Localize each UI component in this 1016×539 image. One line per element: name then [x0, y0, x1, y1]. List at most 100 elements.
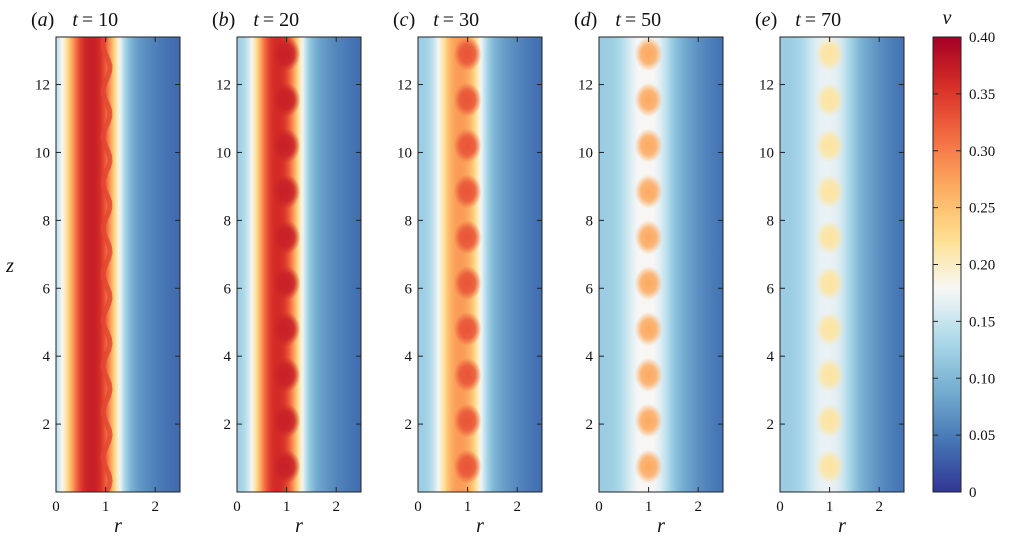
panel-title: (a) t = 10 — [31, 9, 118, 31]
r-axis-label: r — [476, 515, 484, 537]
y-tick-label: 4 — [767, 349, 775, 365]
r-axis-label: r — [114, 515, 122, 537]
blob-5 — [453, 220, 482, 255]
r-axis-label: r — [657, 515, 665, 537]
panel-frame — [417, 36, 543, 493]
blob-7 — [815, 128, 844, 163]
y-tick-label: 12 — [759, 78, 774, 94]
x-tick-label: 0 — [776, 499, 784, 515]
y-tick-label: 2 — [586, 417, 594, 433]
blob-1 — [815, 403, 844, 438]
heatmap-field — [599, 37, 723, 492]
blob-1 — [272, 403, 301, 438]
y-tick-label: 8 — [224, 213, 232, 229]
y-tick-label: 10 — [397, 145, 412, 161]
blob-6 — [453, 174, 482, 209]
z-axis-label: z — [5, 255, 14, 277]
colorbar-tick-label: 0.10 — [969, 371, 995, 387]
blob-8 — [815, 82, 844, 117]
x-tick-label: 2 — [151, 499, 159, 515]
colorbar-tick-label: 0.25 — [969, 201, 995, 217]
blob-6 — [815, 174, 844, 209]
panel-frame — [236, 36, 362, 493]
blob-3 — [815, 312, 844, 346]
blob-7 — [272, 128, 301, 163]
heatmap-field — [237, 37, 361, 492]
blob-5 — [815, 220, 844, 255]
blob-6 — [634, 174, 663, 209]
blob-9 — [272, 37, 301, 71]
x-tick-label: 0 — [595, 499, 603, 515]
y-tick-label: 12 — [216, 78, 231, 94]
blob-4 — [815, 266, 844, 301]
blob-1 — [634, 403, 663, 438]
blob-2 — [453, 357, 482, 392]
blob-2 — [634, 357, 663, 392]
x-tick-label: 1 — [283, 499, 291, 515]
y-tick-label: 6 — [767, 281, 775, 297]
y-tick-label: 2 — [43, 417, 51, 433]
y-tick-label: 4 — [586, 349, 594, 365]
x-tick-label: 1 — [102, 499, 110, 515]
blob-5 — [634, 220, 663, 255]
y-tick-label: 10 — [578, 145, 593, 161]
y-tick-label: 8 — [586, 213, 594, 229]
x-tick-label: 1 — [645, 499, 653, 515]
y-tick-label: 2 — [767, 417, 775, 433]
y-tick-label: 2 — [224, 417, 232, 433]
x-tick-label: 2 — [694, 499, 702, 515]
y-tick-label: 6 — [405, 281, 413, 297]
colorbar-tick-label: 0 — [969, 485, 977, 501]
colorbar-tick-label: 0.35 — [969, 87, 995, 103]
x-tick-label: 1 — [464, 499, 472, 515]
colorbar-tick-label: 0.40 — [969, 30, 995, 46]
blob-5 — [272, 220, 301, 255]
blob-8 — [272, 82, 301, 117]
blob-2 — [272, 357, 301, 392]
panel-title: (e) t = 70 — [755, 9, 841, 31]
blob-8 — [453, 82, 482, 117]
panel-title: (c) t = 30 — [393, 9, 479, 31]
blob-7 — [453, 128, 482, 163]
y-tick-label: 12 — [397, 78, 412, 94]
x-tick-label: 0 — [233, 499, 241, 515]
blob-2 — [815, 357, 844, 392]
y-tick-label: 2 — [405, 417, 413, 433]
blob-0 — [815, 449, 844, 484]
colorbar-tick-label: 0.05 — [969, 428, 995, 444]
blob-9 — [815, 37, 844, 71]
colorbar-label: v — [943, 7, 952, 29]
blob-3 — [272, 312, 301, 346]
y-tick-label: 8 — [405, 213, 413, 229]
y-tick-label: 12 — [35, 78, 50, 94]
blob-7 — [634, 128, 663, 163]
y-tick-label: 8 — [43, 213, 51, 229]
x-tick-label: 1 — [826, 499, 834, 515]
r-axis-label: r — [295, 515, 303, 537]
y-tick-label: 10 — [216, 145, 231, 161]
x-tick-label: 2 — [513, 499, 521, 515]
heatmap-field — [780, 37, 904, 492]
x-tick-label: 2 — [875, 499, 883, 515]
colorbar-tick-label: 0.15 — [969, 314, 995, 330]
y-tick-label: 6 — [43, 281, 51, 297]
blob-0 — [634, 449, 663, 484]
panel-frame — [598, 36, 724, 493]
blob-1 — [453, 403, 482, 438]
colorbar-tick-label: 0.30 — [969, 144, 995, 160]
wave-ridge — [100, 37, 113, 492]
colorbar-tick-label: 0.20 — [969, 258, 995, 274]
blob-8 — [634, 82, 663, 117]
x-tick-label: 2 — [332, 499, 340, 515]
panel-title: (b) t = 20 — [212, 9, 299, 31]
panel-frame — [55, 36, 181, 493]
x-tick-label: 0 — [414, 499, 422, 515]
y-tick-label: 12 — [578, 78, 593, 94]
y-tick-label: 8 — [767, 213, 775, 229]
